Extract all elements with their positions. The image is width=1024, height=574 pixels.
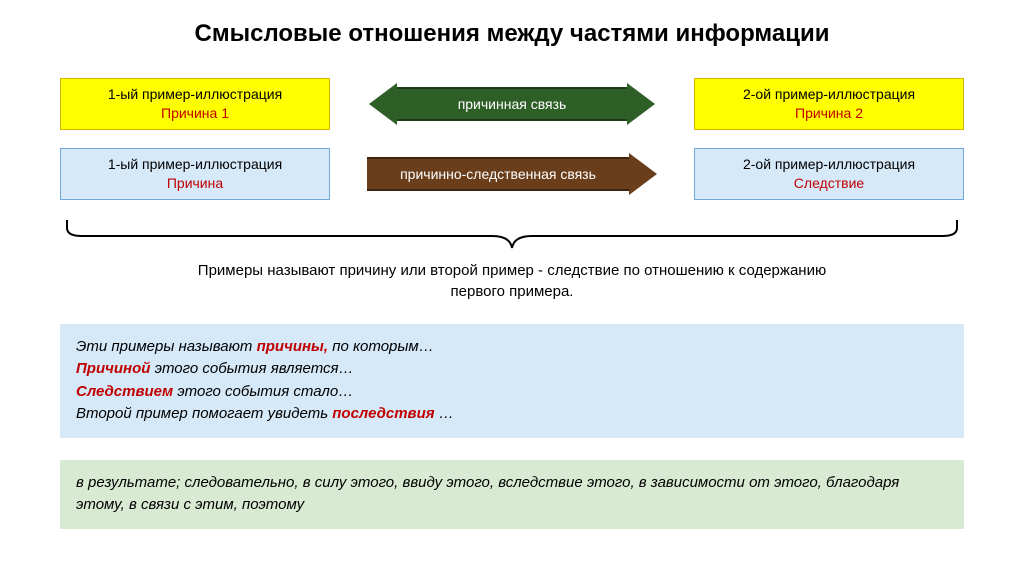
arrow-zone: причинная связь: [330, 83, 694, 125]
box-text-red: Причина 2: [699, 104, 959, 123]
box-text: 1-ый пример-иллюстрация: [65, 85, 325, 104]
text-span: Второй пример помогает увидеть: [76, 405, 332, 422]
box-text: 1-ый пример-иллюстрация: [65, 155, 325, 174]
example-line: Второй пример помогает увидеть последств…: [76, 403, 948, 426]
text-span: причины,: [257, 338, 328, 355]
text-span: по которым…: [328, 338, 434, 355]
box-row1-left: 1-ый пример-иллюстрация Причина 1: [60, 78, 330, 130]
row-consequence: 1-ый пример-иллюстрация Причина причинно…: [60, 148, 964, 200]
arrow-label: причинная связь: [397, 87, 627, 121]
box-row2-right: 2-ой пример-иллюстрация Следствие: [694, 148, 964, 200]
text-span: Причиной: [76, 360, 150, 377]
arrow-head-right-icon: [629, 153, 657, 195]
text-span: Следствием: [76, 383, 173, 400]
box-text-red: Следствие: [699, 174, 959, 193]
page-title: Смысловые отношения между частями информ…: [60, 20, 964, 48]
text-span: Эти примеры называют: [76, 338, 257, 355]
example-line: Эти примеры называют причины, по которым…: [76, 336, 948, 359]
box-text: 2-ой пример-иллюстрация: [699, 155, 959, 174]
double-arrow-icon: причинная связь: [369, 87, 655, 121]
text-span: …: [435, 405, 454, 422]
arrow-label: причинно-следственная связь: [367, 157, 629, 191]
box-text-red: Причина: [65, 174, 325, 193]
right-arrow-icon: причинно-следственная связь: [367, 157, 657, 191]
caption-line: Примеры называют причину или второй прим…: [198, 262, 826, 279]
row-causal: 1-ый пример-иллюстрация Причина 1 причин…: [60, 78, 964, 130]
box-text: 2-ой пример-иллюстрация: [699, 85, 959, 104]
text-span: этого события стало…: [173, 383, 353, 400]
example-line: Причиной этого события является…: [76, 358, 948, 381]
arrow-zone: причинно-следственная связь: [330, 153, 694, 195]
arrow-head-right-icon: [627, 83, 655, 125]
box-row1-right: 2-ой пример-иллюстрация Причина 2: [694, 78, 964, 130]
curly-brace-icon: [60, 218, 964, 254]
examples-panel: Эти примеры называют причины, по которым…: [60, 324, 964, 438]
arrow-head-left-icon: [369, 83, 397, 125]
box-text-red: Причина 1: [65, 104, 325, 123]
connectors-panel: в результате; следовательно, в силу этог…: [60, 460, 964, 529]
example-line: Следствием этого события стало…: [76, 381, 948, 404]
text-span: последствия: [332, 405, 434, 422]
box-row2-left: 1-ый пример-иллюстрация Причина: [60, 148, 330, 200]
caption-line: первого примера.: [451, 283, 574, 300]
brace-caption: Примеры называют причину или второй прим…: [60, 260, 964, 302]
text-span: этого события является…: [150, 360, 353, 377]
